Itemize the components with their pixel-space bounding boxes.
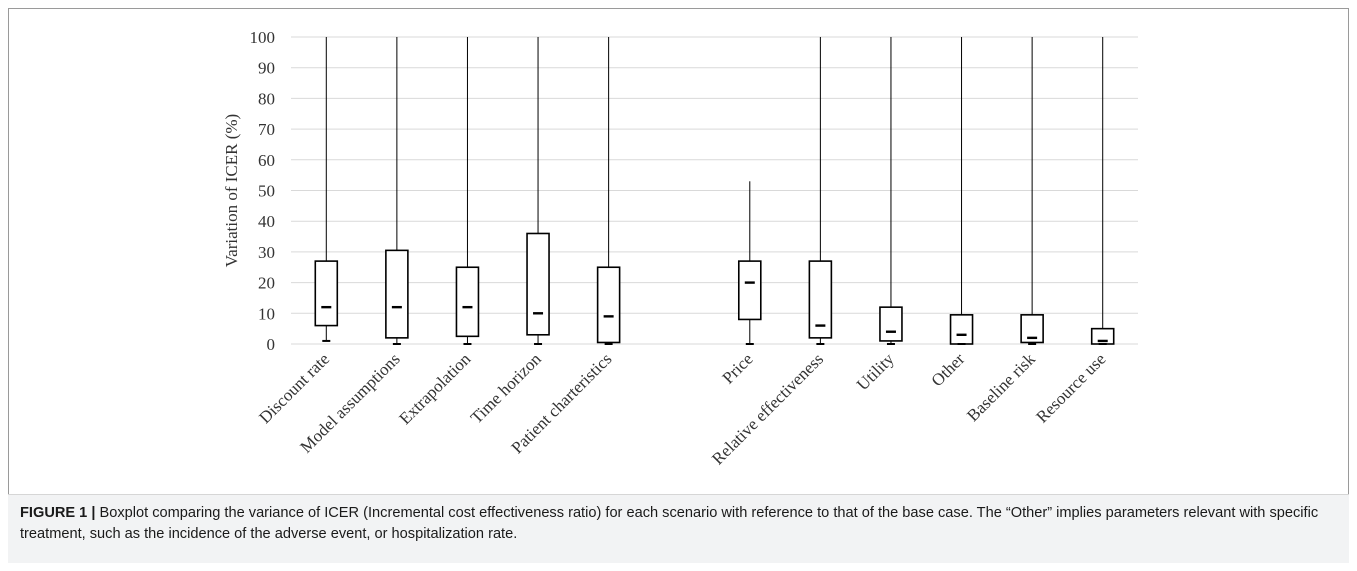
y-tick-label: 60 xyxy=(258,151,275,170)
figure-caption: FIGURE 1 | Boxplot comparing the varianc… xyxy=(8,494,1349,563)
box-iqr xyxy=(596,266,621,344)
boxplot-chart: 0 10 20 30 40 50 60 70 80 90 100 Discount rateMode… xyxy=(222,28,1138,468)
y-tick-label: 30 xyxy=(258,243,275,262)
boxes-group xyxy=(314,37,1115,345)
box-iqr xyxy=(526,232,550,336)
x-tick-label: Other xyxy=(928,349,969,390)
box-iqr xyxy=(949,314,974,345)
gridlines xyxy=(291,36,1138,314)
y-tick-label: 80 xyxy=(258,89,275,108)
caption-label: FIGURE 1 | xyxy=(20,505,96,521)
y-axis-title: Variation of ICER (%) xyxy=(222,114,241,267)
box-iqr xyxy=(455,266,480,338)
x-tick-label: Utility xyxy=(853,349,898,394)
y-tick-label: 90 xyxy=(258,59,275,78)
y-tick-label: 20 xyxy=(258,274,275,293)
y-axis-ticks: 0 10 20 30 40 50 60 70 80 90 100 xyxy=(250,28,276,354)
x-tick-label: Price xyxy=(718,349,756,387)
x-tick-label: Extrapolation xyxy=(395,349,474,428)
box-iqr xyxy=(314,260,339,327)
x-tick-label: Discount rate xyxy=(255,349,333,427)
x-tick-label: Baseline risk xyxy=(963,349,1039,425)
box-iqr xyxy=(737,260,762,321)
box-iqr xyxy=(808,260,833,339)
box-iqr xyxy=(879,306,903,342)
figure-frame xyxy=(8,8,1349,563)
y-tick-label: 50 xyxy=(258,182,275,201)
y-tick-label: 10 xyxy=(258,304,275,323)
box-iqr xyxy=(385,249,409,339)
box-iqr xyxy=(1020,314,1044,344)
x-tick-label: Resource use xyxy=(1032,349,1109,426)
y-tick-label: 40 xyxy=(258,212,275,231)
x-tick-label: Time horizon xyxy=(467,349,545,427)
caption-text: Boxplot comparing the variance of ICER (… xyxy=(20,505,1319,542)
y-tick-label: 0 xyxy=(267,335,276,354)
y-tick-label: 100 xyxy=(250,28,276,47)
y-tick-label: 70 xyxy=(258,120,275,139)
